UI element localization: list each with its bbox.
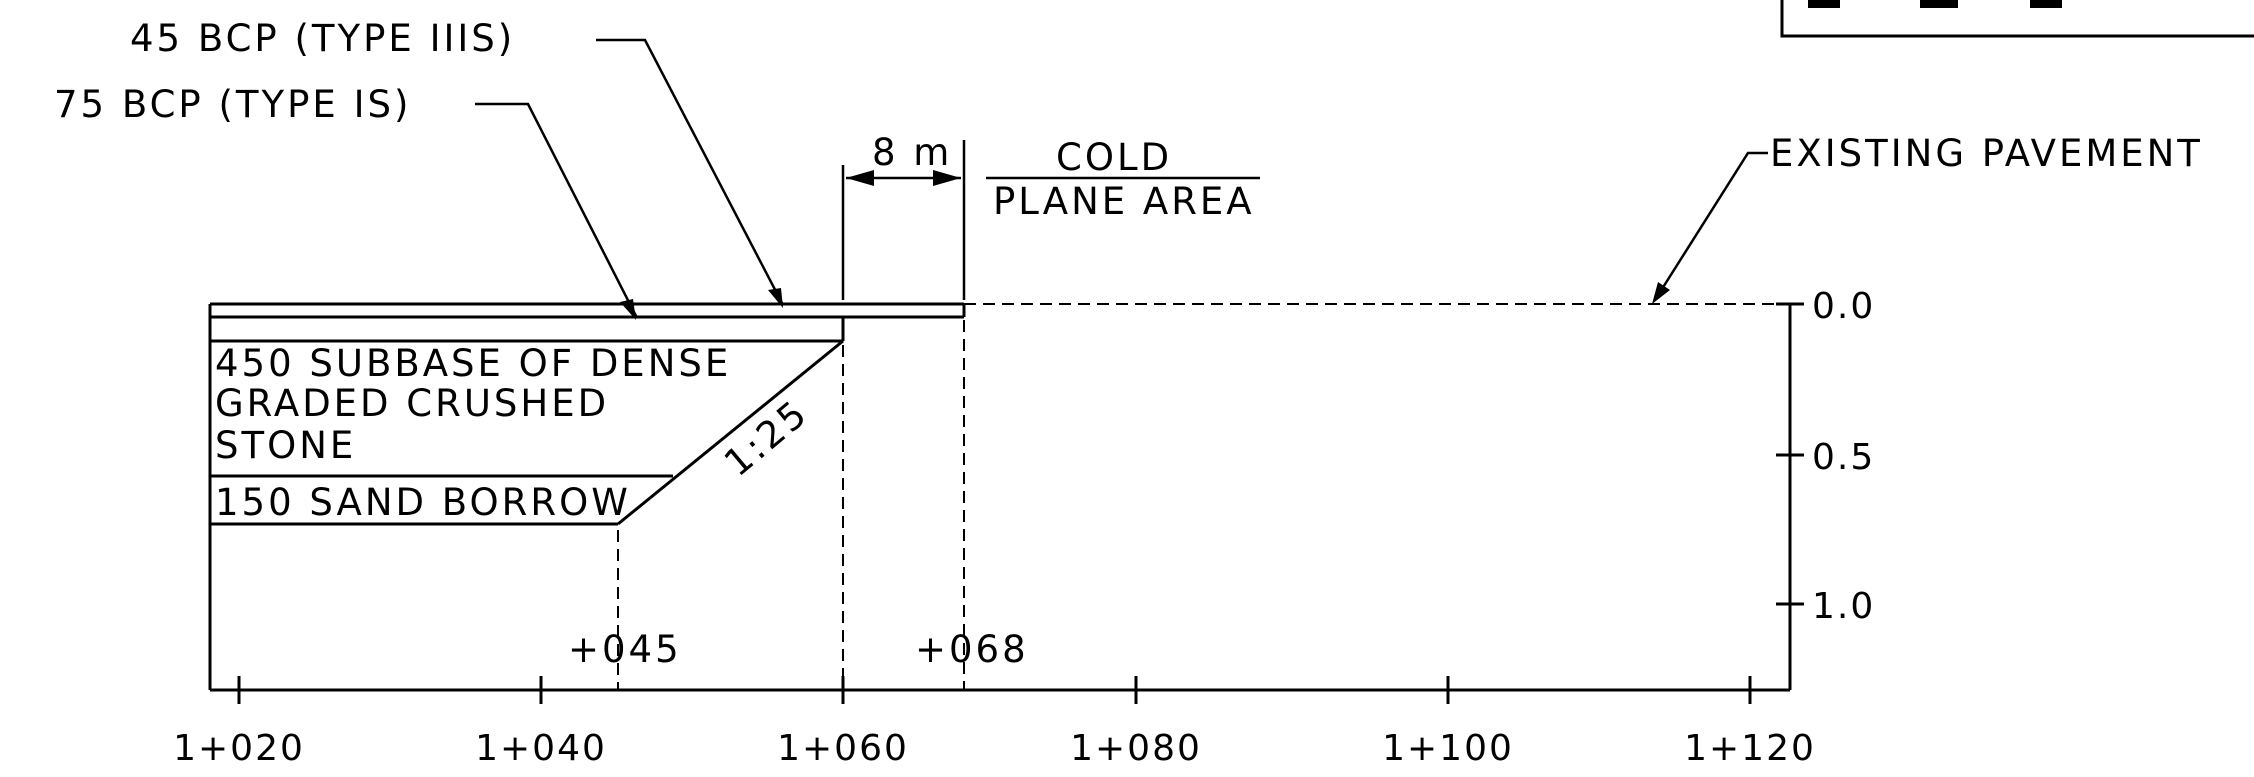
label-offset-068: +068 (915, 628, 1029, 671)
label-subbase-line1: 450 SUBBASE OF DENSE (215, 342, 731, 385)
label-existing-pavement: EXISTING PAVEMENT (1770, 132, 2203, 175)
depth-label: 0.0 (1812, 286, 1875, 327)
leader-45-bcp (596, 38, 785, 306)
station-label: 1+060 (777, 728, 909, 769)
pavement-structure (208, 302, 966, 690)
leader-existing-pavement (1653, 151, 1768, 301)
station-label: 1+040 (475, 728, 607, 769)
dim-arrow-left (846, 170, 874, 186)
depth-label: 1.0 (1812, 586, 1875, 627)
station-label: 1+020 (173, 728, 305, 769)
label-8m: 8 m (872, 131, 952, 174)
depth-label: 0.5 (1812, 437, 1875, 478)
dim-arrow-right (933, 170, 961, 186)
label-offset-045: +045 (568, 628, 682, 671)
leader-75-bcp (475, 102, 638, 317)
label-subbase-line2: GRADED CRUSHED (215, 382, 609, 425)
arrowhead-existing-pavement (1652, 282, 1670, 304)
station-label: 1+120 (1684, 728, 1816, 769)
station-label: 1+080 (1070, 728, 1202, 769)
station-ticks (237, 676, 1752, 704)
depth-ticks (1776, 302, 1804, 606)
title-block-fragment (1780, 0, 2254, 38)
label-45-bcp: 45 BCP (TYPE IIIS) (130, 17, 515, 60)
label-subbase-line3: STONE (215, 424, 356, 467)
label-75-bcp: 75 BCP (TYPE IS) (54, 83, 411, 126)
station-label: 1+100 (1382, 728, 1514, 769)
label-sand-borrow: 150 SAND BORROW (215, 481, 631, 524)
label-cold: COLD (1056, 136, 1172, 179)
label-plane-area: PLANE AREA (993, 180, 1255, 223)
